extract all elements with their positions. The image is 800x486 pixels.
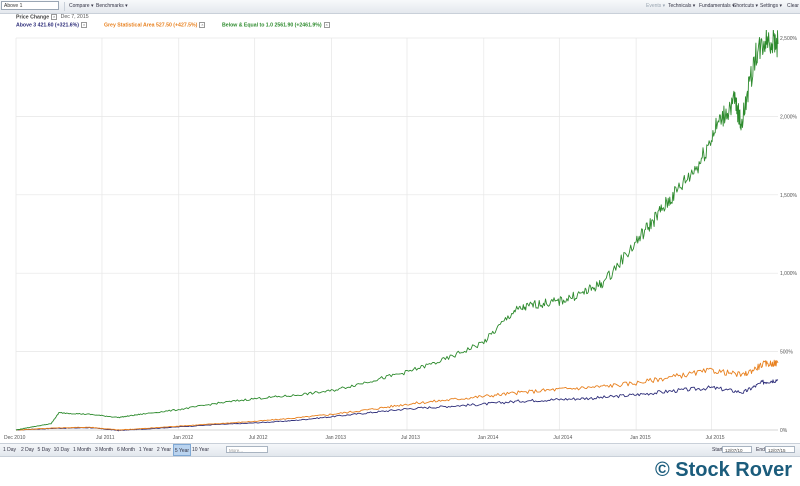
stock-rover-logo: © Stock Rover — [654, 458, 792, 481]
start-label: Start — [712, 447, 723, 453]
symbol-input[interactable]: Above 1 — [1, 1, 59, 10]
price-chart[interactable]: 0% 500% 1,000% 1,500% 2,000% 2,500% Dec 2010 Ju… — [0, 30, 800, 442]
x-tick-label: Jan 2015 — [630, 435, 651, 441]
start-date-input[interactable]: 12/07/10 — [722, 446, 752, 453]
top-toolbar: Above 1 Compare ▾ Benchmarks ▾ Events ▾ … — [0, 0, 800, 14]
x-tick-label: Jul 2011 — [96, 435, 115, 441]
x-tick-label: Jan 2012 — [173, 435, 194, 441]
clear-button[interactable]: Clear — [787, 3, 799, 9]
range-button-2-year[interactable]: 2 Year — [156, 447, 172, 453]
events-menu[interactable]: Events ▾ — [646, 3, 666, 9]
range-button-5-day[interactable]: 5 Day — [37, 447, 51, 453]
range-button-10-day[interactable]: 10 Day — [53, 447, 70, 453]
technicals-menu[interactable]: Technicals ▾ — [668, 3, 696, 9]
range-button-1-year[interactable]: 1 Year — [138, 447, 154, 453]
remove-series-icon[interactable]: × — [199, 22, 206, 28]
legend-date: Dec 7, 2015 — [60, 14, 89, 21]
legend-item-below-1: Below & Equal to 1.0 2561.90 (+2461.9%) × — [222, 22, 330, 29]
y-tick-label: 1,500% — [780, 193, 798, 199]
x-tick-label: Jul 2015 — [706, 435, 725, 441]
x-tick-label: Jul 2014 — [553, 435, 572, 441]
x-tick-label: Dec 2010 — [4, 435, 26, 441]
series-line-below-equal-to-1-0 — [15, 30, 779, 431]
x-tick-label: Jan 2014 — [478, 435, 499, 441]
settings-menu[interactable]: Settings ▾ — [760, 3, 782, 9]
price-change-title: Price Change — [16, 14, 50, 21]
shortcuts-menu[interactable]: Shortcuts ▾ — [733, 3, 759, 9]
y-tick-label: 500% — [780, 350, 793, 356]
range-button-10-year[interactable]: 10 Year — [192, 447, 209, 453]
range-bar: 1 Day 2 Day 5 Day 10 Day 1 Month 3 Month 6 Mon… — [0, 443, 800, 457]
range-button-5-year[interactable]: 5 Year — [173, 444, 191, 456]
legend-item-above-3: Above 3 421.60 (+321.6%) × — [16, 22, 88, 29]
x-tick-label: Jul 2012 — [249, 435, 268, 441]
more-range-select[interactable]: More... — [226, 446, 268, 453]
end-date-input[interactable]: 12/07/15 — [765, 446, 795, 453]
range-button-1-month[interactable]: 1 Month — [72, 447, 92, 453]
legend-item-grey-area: Grey Statistical Area 527.50 (+427.5%) × — [104, 22, 206, 29]
chart-legend-header: Price Change × Dec 7, 2015 — [16, 14, 89, 20]
benchmarks-menu[interactable]: Benchmarks ▾ — [96, 3, 128, 9]
y-tick-label: 1,000% — [780, 271, 798, 277]
fundamentals-menu[interactable]: Fundamentals ▾ — [699, 3, 735, 9]
range-button-6-month[interactable]: 6 Month — [116, 447, 136, 453]
x-tick-label: Jul 2013 — [401, 435, 420, 441]
remove-series-icon[interactable]: × — [323, 22, 330, 28]
y-tick-label: 2,000% — [780, 114, 798, 120]
x-tick-label: Jan 2013 — [325, 435, 346, 441]
series-line-above-3 — [15, 379, 779, 432]
remove-series-icon[interactable]: × — [81, 22, 88, 28]
range-button-1-day[interactable]: 1 Day — [2, 447, 17, 453]
close-icon[interactable]: × — [51, 14, 58, 20]
range-button-3-month[interactable]: 3 Month — [94, 447, 114, 453]
y-tick-label: 2,500% — [780, 36, 798, 42]
y-tick-label: 0% — [780, 428, 788, 434]
series-line-grey-statistical-area — [15, 359, 779, 431]
end-label: End — [756, 447, 765, 453]
range-button-2-day[interactable]: 2 Day — [20, 447, 35, 453]
toolbar-divider — [64, 2, 65, 11]
compare-menu[interactable]: Compare ▾ — [69, 3, 94, 9]
